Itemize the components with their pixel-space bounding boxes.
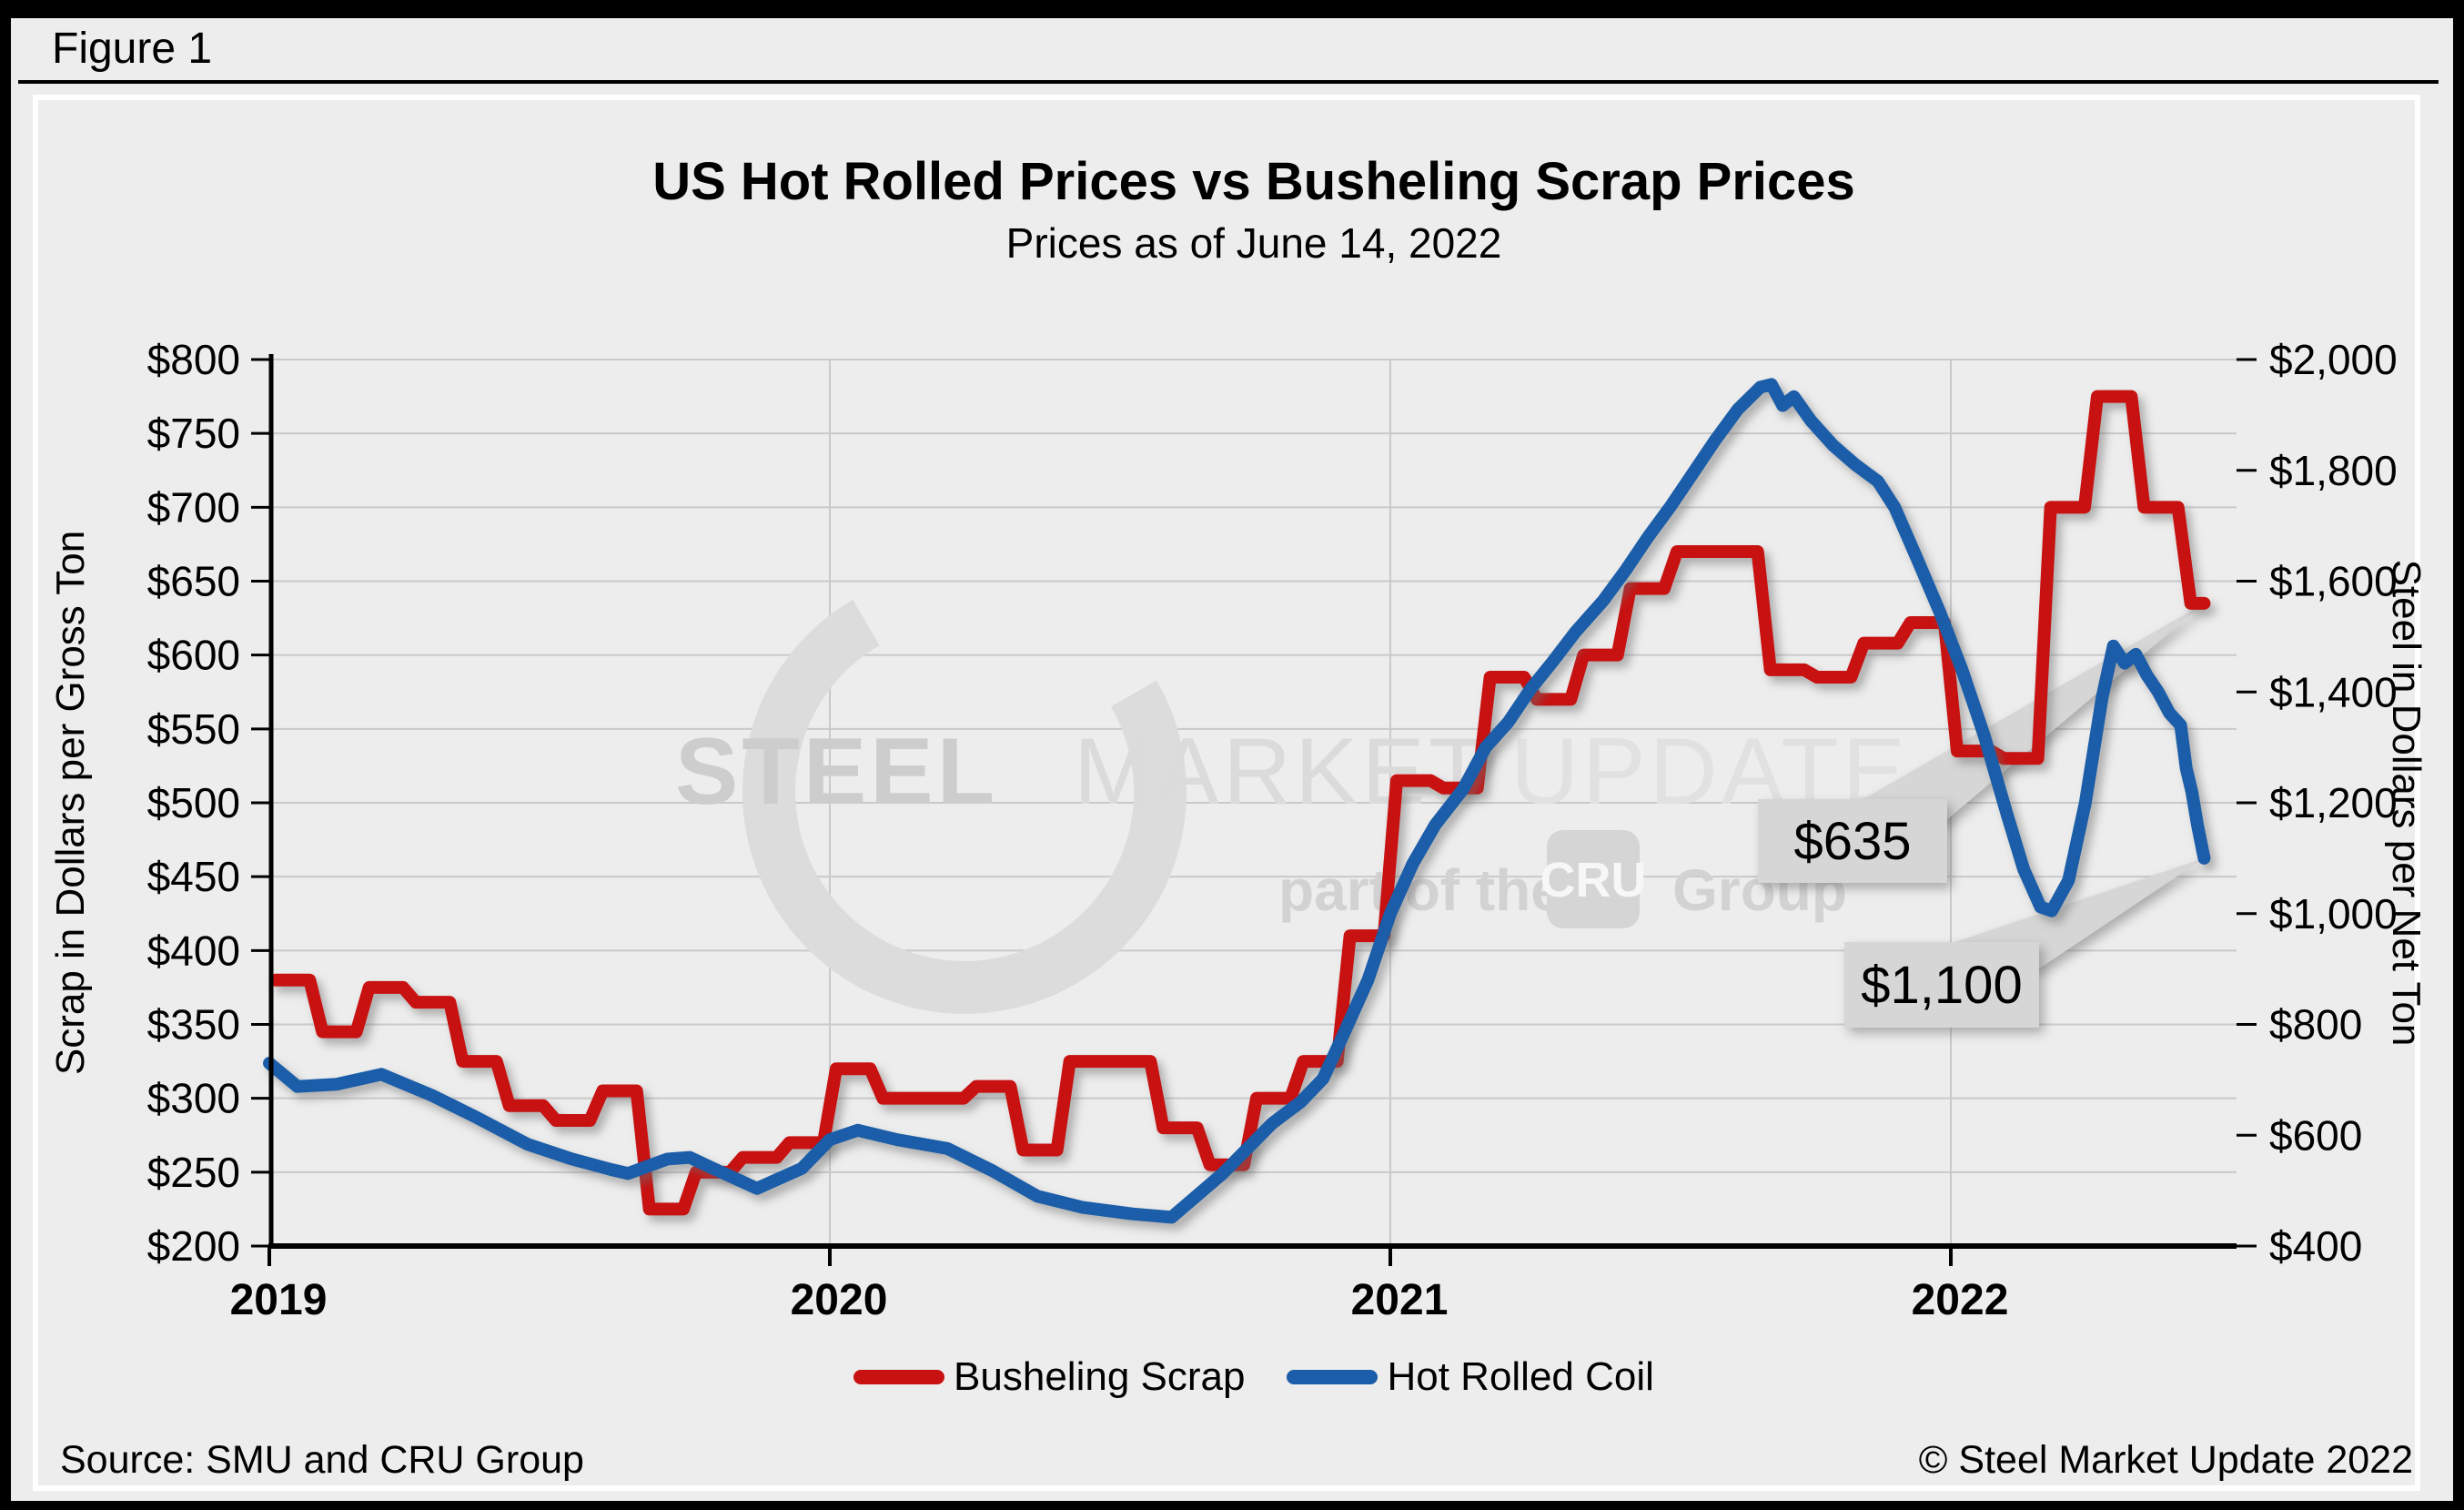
legend-item-hrc: Hot Rolled Coil [1287, 1354, 1654, 1400]
hrc-line-swatch [1287, 1370, 1378, 1384]
copyright-note: © Steel Market Update 2022 [1918, 1438, 2413, 1482]
busheling-line-swatch [853, 1370, 945, 1384]
legend-label-busheling: Busheling Scrap [954, 1354, 1246, 1399]
page-background: Figure 1 US Hot Rolled Prices vs Busheli… [11, 18, 2453, 1501]
chart-subtitle: Prices as of June 14, 2022 [1005, 219, 1502, 267]
source-note: Source: SMU and CRU Group [60, 1438, 584, 1482]
legend-label-hrc: Hot Rolled Coil [1387, 1354, 1654, 1399]
figure-label: Figure 1 [52, 25, 213, 73]
chart-panel [33, 95, 2420, 1491]
legend-item-busheling: Busheling Scrap [853, 1354, 1245, 1400]
legend: Busheling Scrap Hot Rolled Coil [271, 1354, 2237, 1400]
header-divider [18, 80, 2439, 84]
chart-title: US Hot Rolled Prices vs Busheling Scrap … [652, 152, 1855, 211]
